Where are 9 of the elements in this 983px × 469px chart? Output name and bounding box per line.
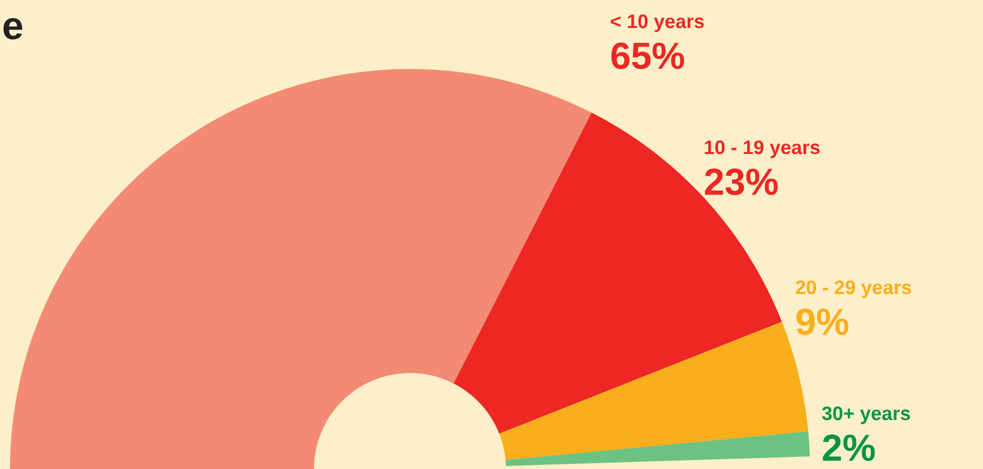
data-label: 2% bbox=[822, 434, 875, 461]
slice-label: 10 - 19 years bbox=[704, 140, 820, 158]
data-label: 23% bbox=[704, 168, 778, 196]
slice-label: < 10 years bbox=[610, 14, 704, 32]
chart-title: e bbox=[4, 18, 22, 40]
data-label: 65% bbox=[611, 42, 684, 70]
slice-label: 20 - 29 years bbox=[796, 280, 912, 298]
data-label: 9% bbox=[796, 308, 848, 336]
slice-label: 30+ years bbox=[822, 406, 910, 424]
